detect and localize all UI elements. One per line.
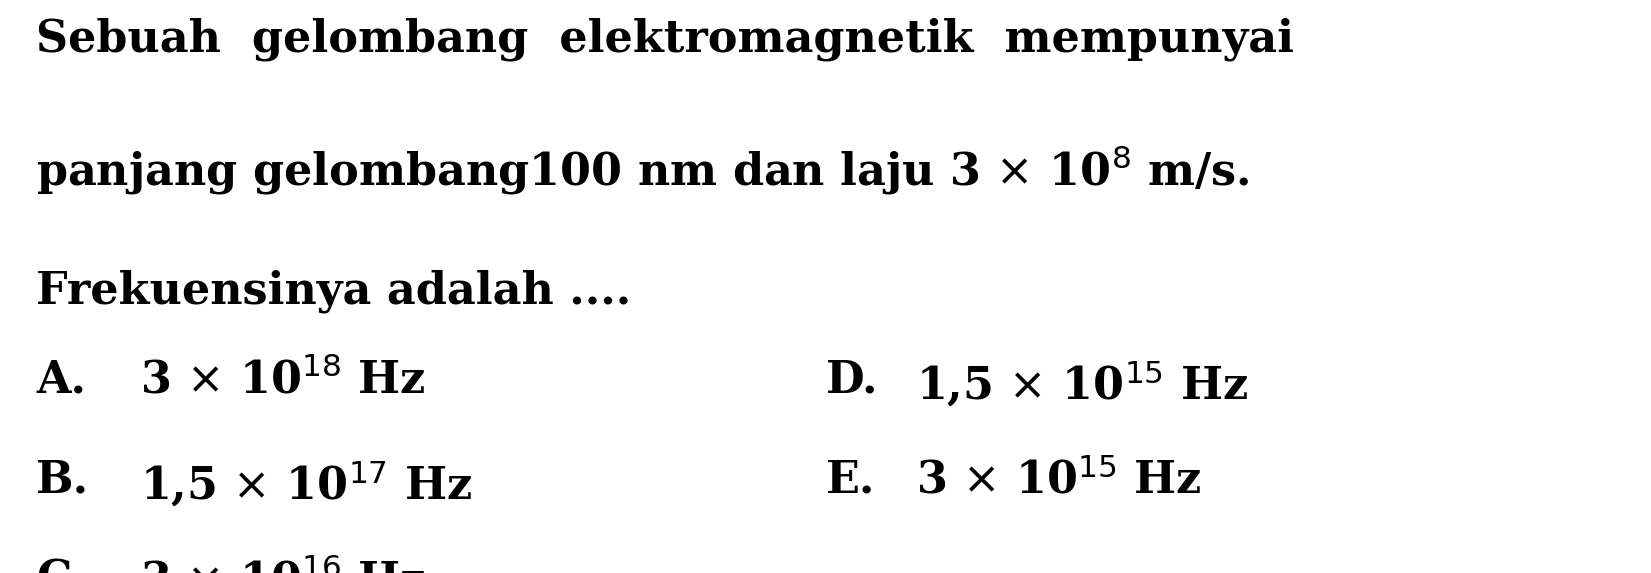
Text: Sebuah  gelombang  elektromagnetik  mempunyai: Sebuah gelombang elektromagnetik mempuny… xyxy=(36,17,1294,61)
Text: D.: D. xyxy=(826,358,878,401)
Text: C.: C. xyxy=(36,559,86,573)
Text: Frekuensinya adalah ....: Frekuensinya adalah .... xyxy=(36,269,632,313)
Text: panjang gelombang100 nm dan laju 3 $\times$ 10$^{8}$ m/s.: panjang gelombang100 nm dan laju 3 $\tim… xyxy=(36,143,1250,197)
Text: 1,5 $\times$ 10$^{15}$ Hz: 1,5 $\times$ 10$^{15}$ Hz xyxy=(916,358,1248,409)
Text: 3 $\times$ 10$^{15}$ Hz: 3 $\times$ 10$^{15}$ Hz xyxy=(916,458,1202,503)
Text: B.: B. xyxy=(36,458,89,501)
Text: 1,5 $\times$ 10$^{17}$ Hz: 1,5 $\times$ 10$^{17}$ Hz xyxy=(140,458,472,509)
Text: A.: A. xyxy=(36,358,86,401)
Text: 3 $\times$ 10$^{18}$ Hz: 3 $\times$ 10$^{18}$ Hz xyxy=(140,358,426,403)
Text: 3 $\times$ 10$^{16}$ Hz: 3 $\times$ 10$^{16}$ Hz xyxy=(140,559,426,573)
Text: E.: E. xyxy=(826,458,875,501)
